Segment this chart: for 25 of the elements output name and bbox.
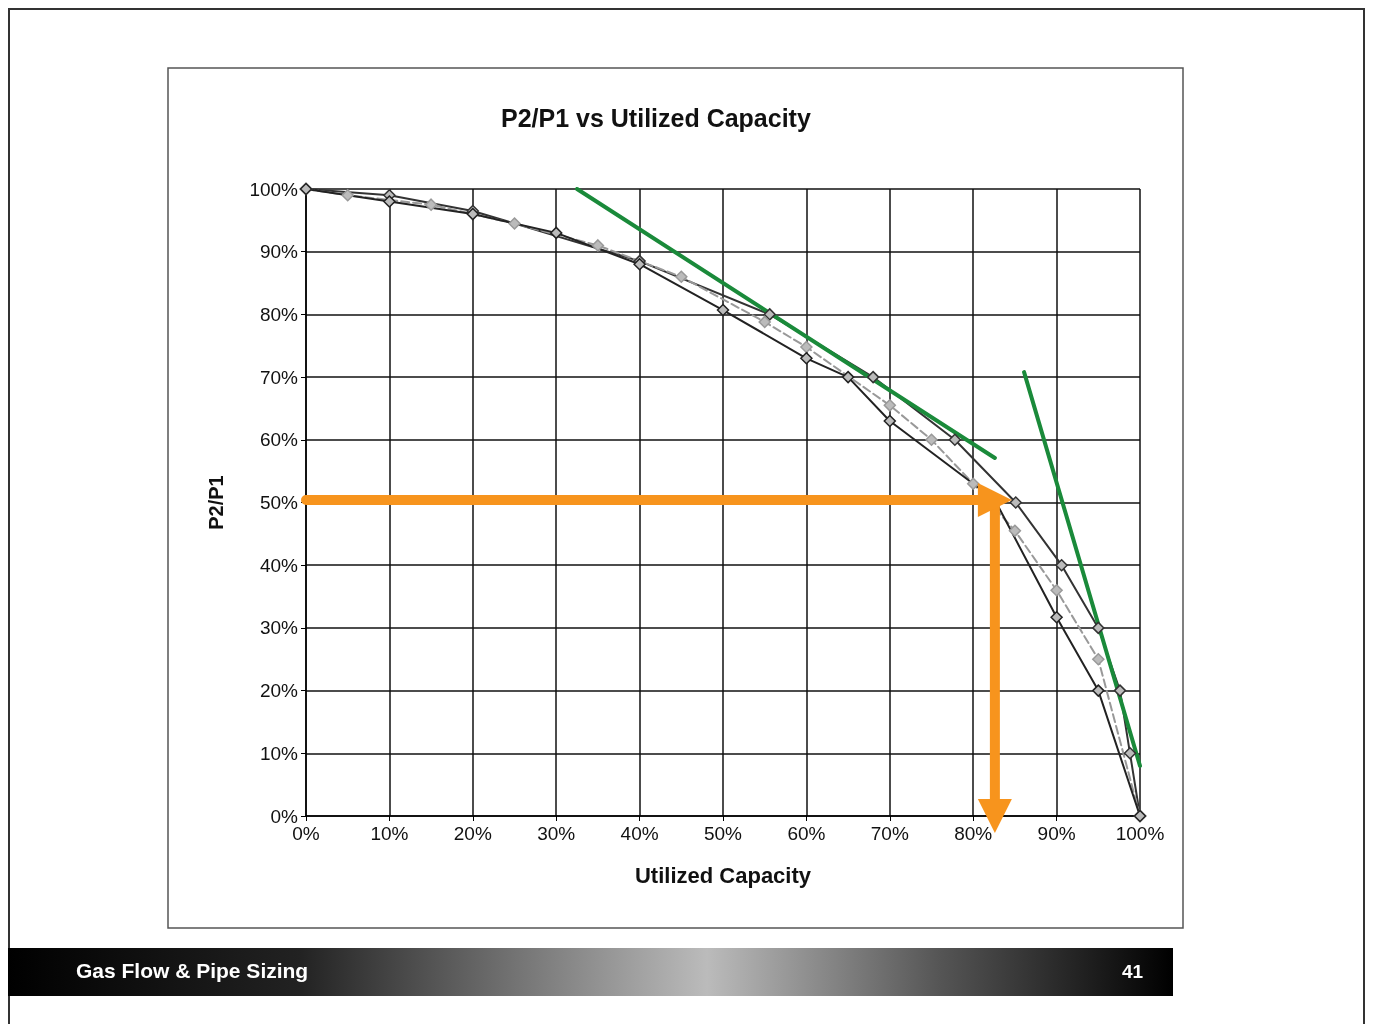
x-tick-label: 50% (703, 823, 743, 844)
x-tick-label: 40% (620, 823, 659, 844)
y-tick-label: 10% (259, 742, 299, 764)
x-tick-label: 100% (1115, 823, 1165, 844)
y-tick-label: 70% (259, 366, 299, 388)
y-tick-label: 20% (259, 680, 299, 702)
y-tick-label: 40% (259, 554, 299, 576)
y-tick-label: 60% (259, 429, 299, 451)
x-axis-title: Utilized Capacity (634, 862, 812, 888)
x-tick-label: 70% (870, 823, 909, 844)
y-tick-label: 50% (259, 492, 299, 513)
x-tick-label: 60% (787, 823, 826, 844)
x-tick-label: 20% (453, 823, 492, 844)
x-tick-label: 30% (537, 823, 576, 844)
x-tick-label: 80% (954, 823, 993, 844)
y-axis-title: P2/P1 (205, 475, 227, 530)
y-tick-label: 90% (259, 241, 299, 263)
x-tick-label: 90% (1037, 823, 1076, 844)
chart-title: P2/P1 vs Utilized Capacity (501, 103, 811, 132)
text: Gas Flow & Pipe Sizing (76, 959, 309, 982)
y-tick-label: 30% (259, 617, 299, 639)
x-tick-label: 10% (370, 823, 409, 844)
y-tick-label: 100% (249, 178, 299, 200)
y-tick-label: 80% (259, 303, 299, 325)
text: 41 (1122, 961, 1144, 982)
